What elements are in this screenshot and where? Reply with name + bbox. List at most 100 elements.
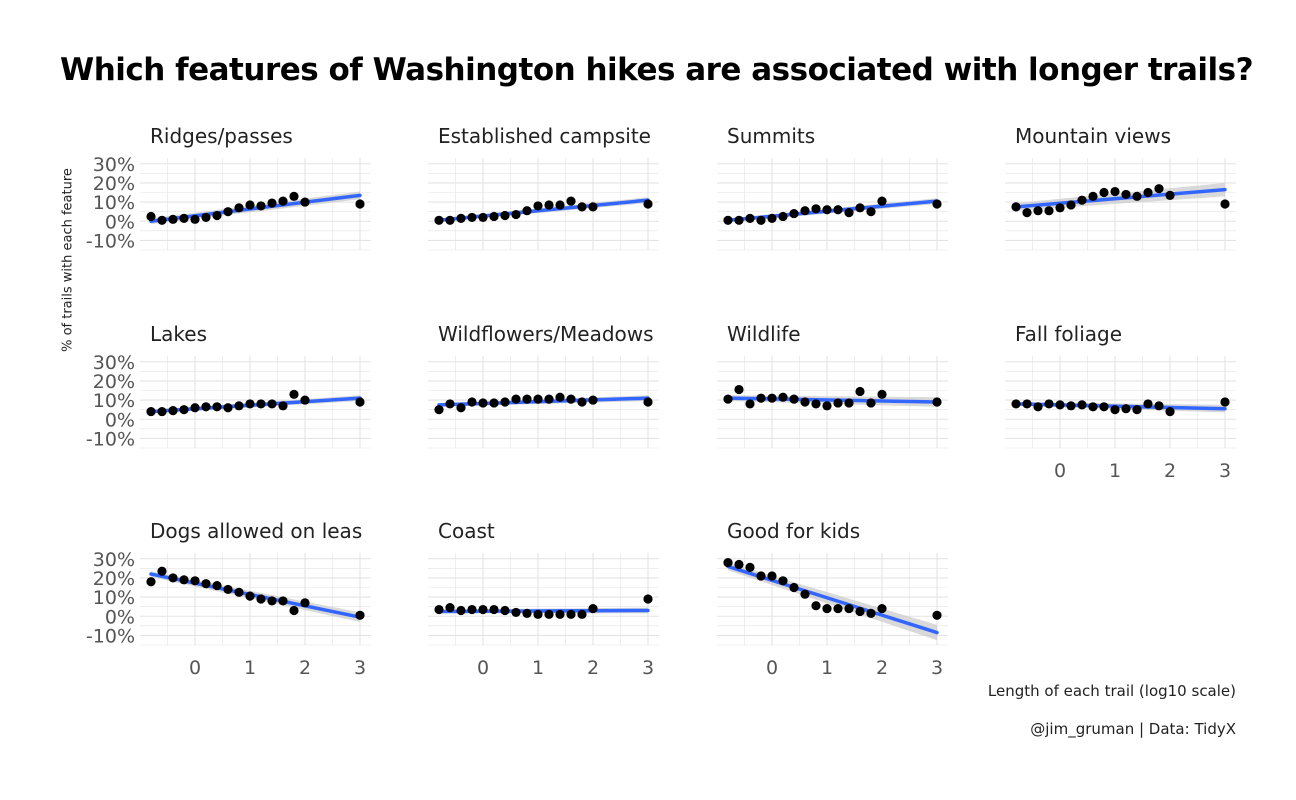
data-point	[855, 606, 865, 617]
data-point	[723, 394, 733, 404]
data-point	[500, 605, 510, 616]
data-point	[445, 215, 455, 225]
facet-title-ridges-passes: Ridges/passes	[150, 124, 293, 148]
data-point	[833, 205, 843, 215]
facet-title-lakes: Lakes	[150, 322, 207, 346]
data-point	[1066, 200, 1076, 210]
data-point	[146, 406, 156, 417]
data-point	[767, 571, 777, 581]
facet-title-wildflowers-meadows: Wildflowers/Meadows	[438, 322, 654, 346]
data-point	[278, 196, 288, 206]
data-point	[745, 562, 755, 572]
data-point	[767, 393, 777, 403]
data-point	[467, 397, 477, 407]
data-point	[1132, 191, 1142, 201]
data-point	[577, 202, 587, 212]
data-point	[822, 205, 832, 215]
data-point	[1055, 400, 1065, 410]
data-point	[800, 589, 810, 599]
data-point	[877, 603, 887, 614]
data-point	[234, 587, 244, 597]
data-point	[489, 398, 499, 408]
data-point	[300, 197, 310, 207]
data-point	[355, 199, 365, 209]
data-point	[456, 605, 466, 616]
data-point	[866, 207, 876, 217]
y-tick-label: 10%	[93, 587, 135, 609]
data-point	[300, 598, 310, 608]
data-point	[1132, 405, 1142, 415]
data-point	[267, 399, 277, 409]
data-point	[844, 208, 854, 218]
x-tick-label: 0	[766, 657, 778, 679]
data-point	[643, 594, 653, 604]
data-point	[511, 209, 521, 220]
data-point	[1033, 402, 1043, 412]
data-point	[256, 594, 266, 604]
data-point	[1077, 195, 1087, 205]
facet-title-coast: Coast	[438, 519, 495, 543]
data-point	[201, 402, 211, 412]
x-axis-label: Length of each trail (log10 scale)	[987, 682, 1236, 700]
data-point	[511, 394, 521, 404]
data-point	[212, 402, 222, 412]
data-point	[190, 576, 200, 586]
data-point	[778, 392, 788, 402]
data-point	[168, 573, 178, 583]
data-point	[866, 398, 876, 408]
y-tick-label: 30%	[93, 154, 135, 176]
data-point	[289, 389, 299, 399]
data-point	[756, 215, 766, 225]
data-point	[734, 384, 744, 395]
facet-title-fall-foliage: Fall foliage	[1015, 322, 1122, 346]
data-point	[723, 557, 733, 568]
data-point	[643, 397, 653, 407]
data-point	[789, 582, 799, 593]
data-point	[256, 201, 266, 211]
data-point	[212, 210, 222, 221]
data-point	[577, 609, 587, 619]
data-point	[588, 603, 598, 614]
data-point	[822, 603, 832, 614]
data-point	[745, 213, 755, 223]
data-point	[789, 208, 799, 219]
data-point	[555, 392, 565, 402]
y-tick-label: 20%	[93, 173, 135, 195]
data-point	[1121, 404, 1131, 414]
data-point	[544, 609, 554, 619]
y-tick-label: 20%	[93, 371, 135, 393]
data-point	[456, 403, 466, 413]
data-point	[456, 213, 466, 223]
data-point	[1110, 405, 1120, 415]
data-point	[1022, 399, 1032, 409]
y-tick-label: 30%	[93, 352, 135, 374]
data-point	[844, 398, 854, 408]
data-point	[1099, 187, 1109, 198]
data-point	[278, 596, 288, 606]
data-point	[833, 603, 843, 614]
y-tick-label: 20%	[93, 568, 135, 590]
data-point	[1121, 189, 1131, 200]
data-point	[522, 206, 532, 216]
chart-title: Which features of Washington hikes are a…	[60, 52, 1254, 88]
facet-title-mountain-views: Mountain views	[1015, 124, 1171, 148]
data-point	[544, 394, 554, 404]
data-point	[734, 559, 744, 570]
data-point	[146, 211, 156, 222]
data-point	[756, 571, 766, 581]
trend-line	[1014, 187, 1227, 209]
data-point	[500, 397, 510, 407]
x-tick-label: 2	[299, 657, 311, 679]
data-point	[355, 397, 365, 407]
data-point	[168, 406, 178, 416]
data-point	[157, 566, 167, 576]
data-point	[932, 199, 942, 209]
facet-title-dogs-allowed-on-leash: Dogs allowed on leas	[150, 519, 362, 543]
data-point	[467, 212, 477, 223]
data-point	[478, 212, 488, 223]
data-point	[855, 386, 865, 397]
data-point	[355, 610, 365, 620]
y-tick-label: 0%	[105, 409, 135, 431]
y-tick-label: -10%	[86, 230, 135, 252]
data-point	[811, 204, 821, 214]
